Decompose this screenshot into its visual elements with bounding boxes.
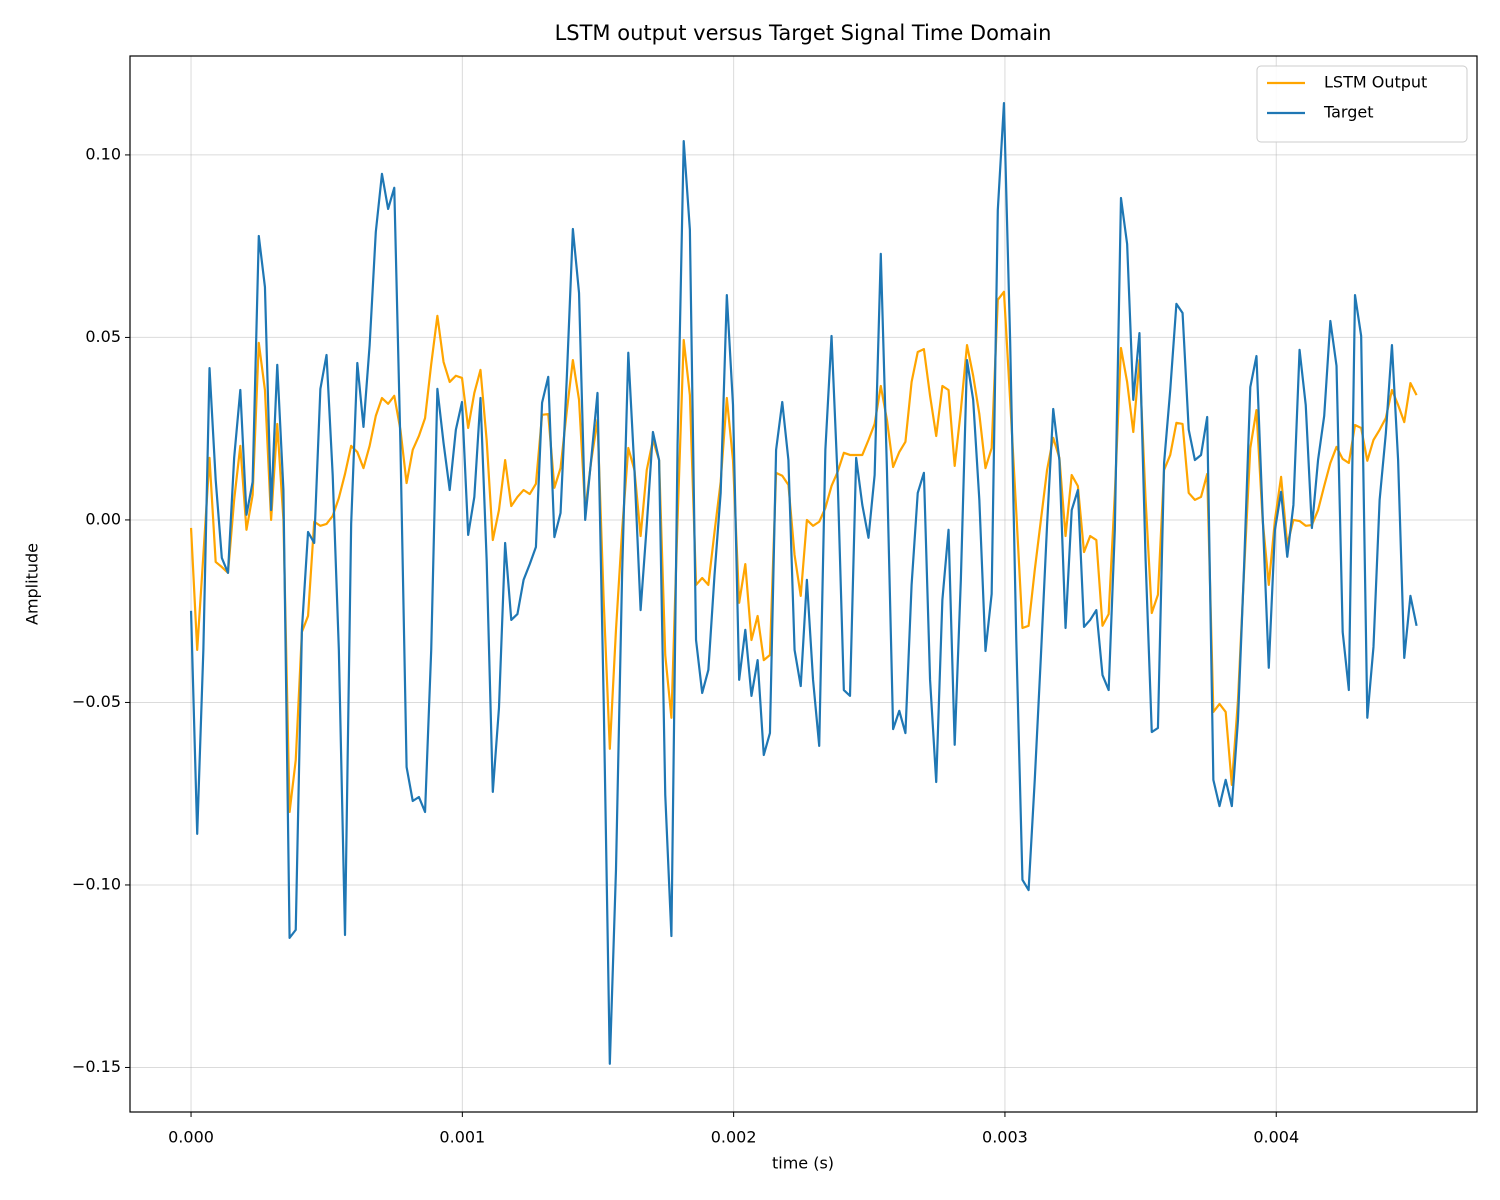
x-tick-label: 0.002 bbox=[711, 1128, 757, 1147]
y-tick-label: 0.10 bbox=[85, 144, 121, 163]
data-line bbox=[189, 101, 1418, 1065]
y-tick-label: −0.05 bbox=[72, 692, 121, 711]
x-axis-label: time (s) bbox=[772, 1154, 834, 1173]
y-tick-label: 0.00 bbox=[85, 509, 121, 528]
x-tick-label: 0.000 bbox=[168, 1128, 214, 1147]
x-tick-label: 0.001 bbox=[439, 1128, 485, 1147]
y-tick-label: −0.10 bbox=[72, 874, 121, 893]
legend-label: LSTM Output bbox=[1324, 73, 1427, 92]
data-line bbox=[189, 290, 1418, 814]
y-tick-label: −0.15 bbox=[72, 1057, 121, 1076]
legend-box bbox=[1256, 65, 1468, 143]
y-axis-label: Amplitude bbox=[23, 543, 42, 625]
x-tick-label: 0.004 bbox=[1253, 1128, 1299, 1147]
chart-title: LSTM output versus Target Signal Time Do… bbox=[555, 21, 1052, 45]
x-tick-label: 0.003 bbox=[982, 1128, 1028, 1147]
plot-frame bbox=[129, 55, 1478, 1113]
legend: LSTM Output Target bbox=[1256, 65, 1468, 143]
legend-label: Target bbox=[1323, 103, 1374, 122]
y-tick-label: 0.05 bbox=[85, 327, 121, 346]
